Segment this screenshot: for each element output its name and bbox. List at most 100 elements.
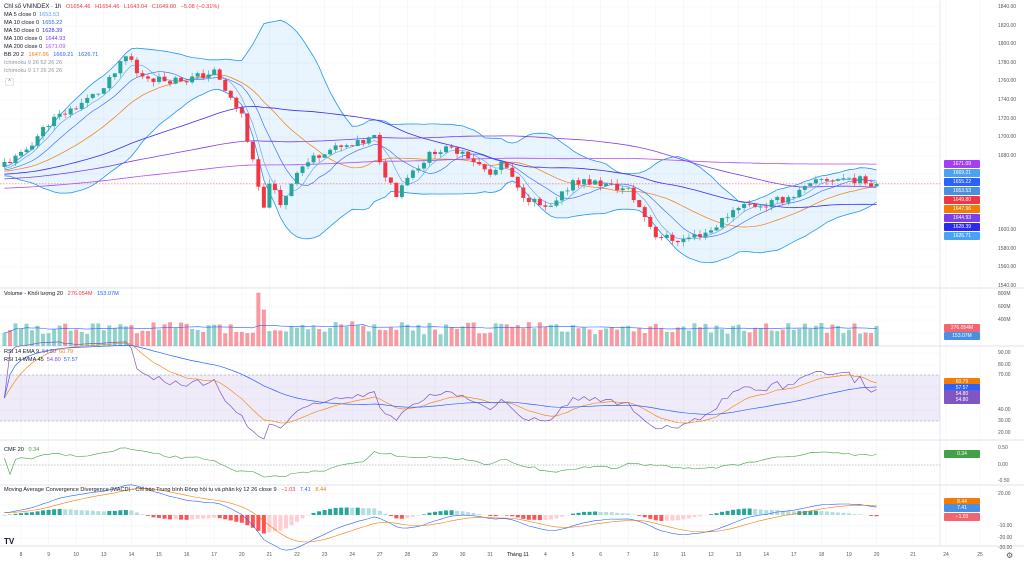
bb-legend[interactable]: BB 20 2 1647.96 1669.21 1626.71 <box>4 51 222 59</box>
candle <box>675 240 680 243</box>
volume-bar <box>118 324 123 346</box>
rsi-line <box>4 341 877 440</box>
candle <box>709 230 713 233</box>
candle <box>510 167 515 177</box>
candle <box>151 78 156 82</box>
macd-legend[interactable]: Moving Average Convergence Divergence (M… <box>4 486 329 494</box>
macd-histogram-bar <box>620 513 625 515</box>
volume-bar <box>758 328 763 346</box>
volume-bar <box>217 324 222 346</box>
volume-bar <box>278 330 283 346</box>
macd-histogram-bar <box>731 509 736 515</box>
macd-histogram-bar <box>499 515 504 516</box>
candle <box>725 217 730 219</box>
value-badge: 1653.53 <box>944 187 980 196</box>
volume-bar <box>410 330 415 346</box>
ma-legend-3[interactable]: MA 100 close 0 1644.93 <box>4 35 222 43</box>
candle <box>388 177 393 183</box>
candle <box>835 179 840 181</box>
macd-histogram-bar <box>19 513 23 515</box>
volume-bar <box>399 322 404 346</box>
candle <box>791 196 796 198</box>
macd-histogram-bar <box>515 515 520 518</box>
rsi-legend[interactable]: RSI 14 EMA 9 54.80 60.79 RSI 14 WMA 45 54.8… <box>4 348 81 364</box>
ma-value: 1644.93 <box>45 36 66 42</box>
candle <box>852 177 857 184</box>
macd-histogram-bar <box>151 515 156 518</box>
candle <box>322 154 327 158</box>
macd-histogram-bar <box>295 515 299 522</box>
tradingview-logo-icon[interactable]: TV <box>4 537 15 546</box>
macd-histogram-bar <box>168 515 173 520</box>
candle <box>212 69 217 75</box>
macd-histogram-bar <box>123 509 128 515</box>
macd-hist-value: −1.03 <box>281 487 296 493</box>
macd-histogram-bar <box>869 515 874 516</box>
macd-histogram-bar <box>289 515 294 526</box>
settings-gear-icon[interactable]: ⚙ <box>1006 551 1014 560</box>
cmf-legend[interactable]: CMF 20 0.34 <box>4 446 42 454</box>
volume-bar <box>797 328 802 346</box>
time-axis-label: 27 <box>377 552 383 558</box>
volume-bar <box>444 324 449 346</box>
macd-histogram-bar <box>449 510 454 515</box>
candle <box>190 76 195 83</box>
time-axis-label: 21 <box>910 552 916 558</box>
macd-histogram-bar <box>604 511 609 515</box>
volume-bar <box>300 324 305 346</box>
candle <box>129 56 134 60</box>
volume-bar <box>19 328 23 346</box>
value-badge: 153.07M <box>944 332 980 340</box>
value-badge: 1669.21 <box>944 169 980 178</box>
collapse-legend-button[interactable]: ^ <box>5 78 14 86</box>
time-axis-label: 10 <box>73 552 79 558</box>
candle <box>239 107 244 114</box>
macd-histogram-bar <box>559 515 564 517</box>
volume-bar <box>653 323 658 346</box>
candle <box>184 81 189 83</box>
candle <box>571 180 575 191</box>
volume-legend[interactable]: Volume - Khối lượng 20 276.054M 153.07M <box>4 290 122 298</box>
ma-legend-0[interactable]: MA 5 close 0 1653.53 <box>4 11 222 19</box>
ma-legend-2[interactable]: MA 50 close 0 1628.39 <box>4 27 222 35</box>
bollinger-upper-line <box>4 19 877 203</box>
macd-histogram-bar <box>852 514 857 515</box>
candle <box>377 134 382 163</box>
candle <box>780 197 785 203</box>
candle <box>455 147 460 154</box>
rsi-axis-label: 80.00 <box>998 362 1011 368</box>
ichimoku-legend-2[interactable]: Ichimoku 9 17 26 26 26 <box>4 68 63 74</box>
symbol-header: Chỉ số VNINDEX · 1h O1654.46 H1654.46 L1… <box>4 3 222 11</box>
volume-bar <box>101 330 106 346</box>
ma-legend-4[interactable]: MA 200 close 0 1671.09 <box>4 43 222 51</box>
macd-histogram-bar <box>670 515 675 521</box>
candle <box>295 172 299 184</box>
value-badge: 1647.96 <box>944 205 980 214</box>
candle <box>311 155 316 163</box>
ma-legend-1[interactable]: MA 10 close 0 1655.22 <box>4 19 222 27</box>
volume-bar <box>195 329 200 346</box>
candle <box>747 203 752 205</box>
macd-histogram-bar <box>615 512 620 515</box>
candle <box>300 166 305 173</box>
candle <box>306 162 311 167</box>
macd-line-value: 7.41 <box>299 487 311 493</box>
macd-histogram-bar <box>780 510 785 515</box>
time-axis-label: 15 <box>156 552 162 558</box>
volume-bar <box>57 325 62 346</box>
volume-bar <box>731 325 736 346</box>
time-axis-label: 21 <box>266 552 273 558</box>
volume-bar <box>112 328 117 346</box>
price-axis-label: 1800.00 <box>998 41 1017 48</box>
macd-histogram-bar <box>427 512 432 515</box>
candle <box>659 237 664 238</box>
ichimoku-legend-1[interactable]: Ichimoku 9 26 52 26 26 <box>4 60 63 66</box>
candle <box>206 74 211 78</box>
value-badge: 1649.80 <box>944 196 980 205</box>
candle <box>775 197 780 201</box>
macd-histogram-bar <box>675 515 680 521</box>
macd-axis-label: -30.00 <box>998 545 1013 551</box>
macd-histogram-bar <box>212 515 217 518</box>
symbol-title[interactable]: Chỉ số VNINDEX · 1h <box>4 4 62 10</box>
